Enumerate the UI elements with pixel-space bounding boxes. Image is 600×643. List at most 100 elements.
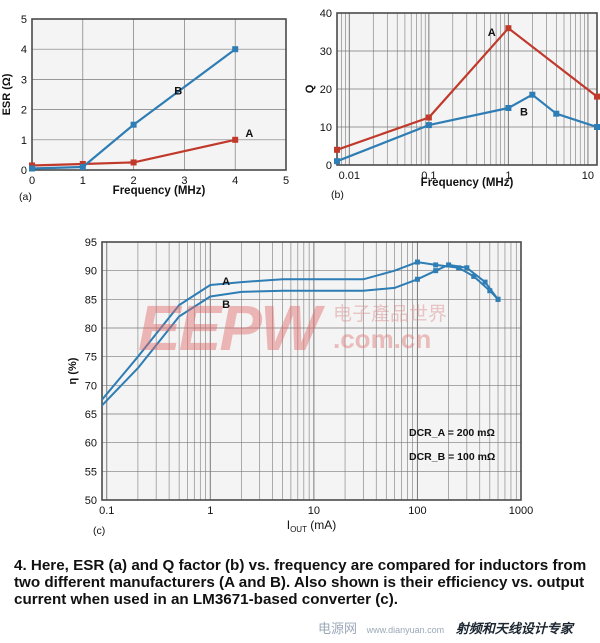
series-esr-B-line [31,48,236,170]
plot-area [102,242,521,500]
y-axis-label: ESR (Ω) [1,73,13,115]
x-tick-label: 100 [408,505,426,517]
series-q-A-marker [425,114,432,121]
grid-lines [101,241,522,501]
series-q-B-label: B [520,107,528,119]
y-tick-label: 90 [85,266,97,278]
series-q-B-marker [425,122,432,129]
chart-efficiency: 0.1 1 10 100 1000 50 55 60 65 70 75 80 85 90 95 IOUT (m… [67,237,533,537]
plot-border [31,18,287,171]
x-tick-label: 1 [207,505,213,517]
series-eff-B-marker [414,276,420,282]
series-eff-A-marker [456,265,462,271]
y-tick-label: 1 [21,135,27,147]
plot-area [32,19,286,170]
chart-esr: 0 1 2 3 4 5 0 1 2 3 4 5 Frequency (MHz) ESR (Ω) (a) A B [1,14,289,203]
y-axis-label: Q [304,84,316,93]
y-tick-label: 3 [21,74,27,86]
y-tick-label: 60 [85,438,97,450]
series-esr-A-line [31,138,236,167]
series-esr-B-marker [232,46,239,53]
series-eff-B-line [101,263,499,407]
series-q-B-marker [505,105,512,111]
y-tick-label: 70 [85,380,97,392]
series-esr-A-marker [29,162,35,169]
panel-label: (a) [19,191,32,203]
series-eff-B-marker [495,296,501,302]
series-esr-B-marker [79,163,86,170]
series-eff-A-marker [471,273,477,279]
x-axis-label: Frequency (MHz) [113,185,206,197]
series-esr-A-marker [79,160,86,167]
watermark-url: .com.cn [333,324,431,354]
x-tick-label: 2 [131,175,137,187]
y-tick-label: 95 [85,237,97,249]
x-tick-label: 0.01 [339,170,360,182]
footer-brand: 射频和天线设计专家 [455,621,573,636]
y-tick-label: 50 [85,495,97,507]
series-eff-A-line [101,261,499,401]
series-eff-A-marker [414,259,420,265]
series-q-B-marker [594,124,600,130]
series-q-B-line [336,93,598,163]
x-tick-label: 0.1 [99,505,114,517]
series-q-B-marker [553,110,560,117]
panel-label: (c) [93,525,105,537]
y-tick-label: 4 [21,44,27,56]
series-esr-B-label: B [174,86,182,98]
y-tick-label: 40 [320,8,332,20]
x-tick-label: 10 [582,170,594,182]
series-q-A-label: A [488,27,496,39]
series-eff-A-marker [487,288,493,294]
y-tick-label: 0 [326,160,332,172]
y-tick-label: 75 [85,352,97,364]
y-tick-label: 10 [320,122,332,134]
x-tick-label: 3 [181,175,187,187]
series-esr-A-marker [130,159,137,166]
y-tick-label: 5 [21,14,27,26]
series-esr-B-marker [29,165,35,172]
series-q-A-marker [505,25,512,32]
series-esr-A-label: A [245,128,253,140]
y-axis-label: η (%) [67,357,79,384]
x-tick-label: 1 [505,170,511,182]
series-esr-B-marker [130,121,137,128]
x-tick-label: 1000 [509,505,533,517]
series-eff-A-label: A [222,276,230,288]
series-q-A-line [336,27,598,151]
plot-border [101,241,522,501]
watermark-chinese: 电子產品世界 [333,303,447,325]
dcr-a-annotation: DCR_A = 200 mΩ [409,427,495,439]
y-tick-label: 85 [85,294,97,306]
chart-q: 0.01 0.1 1 10 0 10 20 30 40 Frequency (MHz) Q (b) A B [304,8,600,201]
x-axis-label: Frequency (MHz) [421,177,514,189]
dcr-b-annotation: DCR_B = 100 mΩ [409,451,495,463]
y-tick-label: 80 [85,323,97,335]
footer-watermark: 电源网 www.dianyuan.com 射频和天线设计专家 [318,618,600,640]
x-tick-label: 1 [80,175,86,187]
x-tick-label: 5 [283,175,289,187]
panel-label: (b) [331,189,344,201]
series-esr-A-marker [232,136,239,143]
plot-border [336,12,598,166]
series-eff-B-marker [464,265,470,271]
x-tick-label: 10 [308,505,320,517]
footer-site: www.dianyuan.com [366,625,445,635]
figure-caption: 4. Here, ESR (a) and Q factor (b) vs. fr… [14,557,587,608]
y-tick-label: 30 [320,46,332,58]
x-axis-label: IOUT (mA) [287,518,337,534]
series-eff-B-marker [482,279,488,285]
series-eff-B-label: B [222,299,230,311]
series-q-B-marker [529,91,536,98]
series-eff-B-marker [446,262,452,268]
series-eff-B-marker [433,268,439,274]
y-tick-label: 55 [85,466,97,478]
x-tick-label: 4 [232,175,238,187]
eepw-watermark: EEPW 电子產品世界 .com.cn [138,292,447,364]
series-q-A-marker [594,93,600,100]
watermark-logo: EEPW [138,292,325,364]
y-tick-label: 2 [21,105,27,117]
y-tick-label: 0 [21,165,27,177]
x-tick-label: 0.1 [421,170,436,182]
